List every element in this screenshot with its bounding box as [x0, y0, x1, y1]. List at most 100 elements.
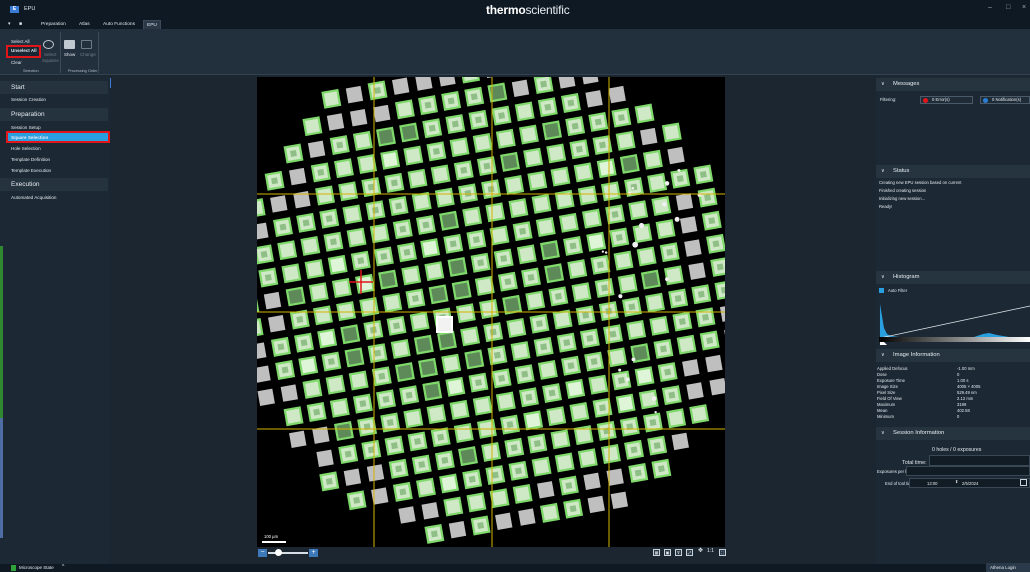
- grid-square: [655, 219, 676, 240]
- tab-atlas[interactable]: Atlas: [79, 22, 90, 27]
- grid-square: [348, 370, 369, 391]
- image-information-header[interactable]: ∨ Image Information: [876, 349, 1030, 362]
- grid-square: [663, 265, 684, 286]
- tab-epu[interactable]: EPU: [143, 20, 161, 29]
- nav-square-selection[interactable]: Square Selection: [11, 135, 49, 140]
- ribbon-divider: [98, 32, 99, 73]
- zoom-out-button[interactable]: −: [258, 549, 267, 557]
- home-icon[interactable]: ■: [19, 21, 23, 27]
- show-icon[interactable]: [64, 40, 75, 49]
- grid-square: [516, 244, 537, 265]
- nav-automated-acquisition[interactable]: Automated Acquisition: [11, 195, 57, 200]
- change-button[interactable]: Change: [80, 52, 96, 57]
- zoom-slider[interactable]: [268, 552, 308, 554]
- status-header[interactable]: ∨ Status: [876, 165, 1030, 178]
- square-ice-spot: [393, 322, 400, 330]
- errors-filter-toggle[interactable]: 0 Error(s): [920, 96, 973, 104]
- square-ice-spot: [634, 469, 642, 477]
- square-ice-spot: [405, 391, 413, 399]
- end-date-value[interactable]: 2/5/2024: [962, 481, 979, 486]
- grid-icon[interactable]: ▦: [653, 549, 660, 556]
- move-icon[interactable]: ✥: [697, 548, 704, 554]
- square-ice-spot: [382, 395, 390, 403]
- grid-square: [719, 304, 725, 322]
- show-button[interactable]: Show: [64, 52, 76, 57]
- grid-square: [679, 216, 698, 234]
- grid-square: [391, 77, 410, 95]
- histogram-header[interactable]: ∨ Histogram: [876, 271, 1030, 284]
- filter-icon[interactable]: ⊽: [675, 549, 682, 556]
- fit-icon[interactable]: ⤢: [686, 549, 693, 556]
- histogram-title: Histogram: [893, 274, 920, 280]
- square-ice-spot: [599, 404, 606, 412]
- square-ice-spot: [493, 351, 501, 359]
- chevron-up-icon[interactable]: ^: [62, 564, 65, 570]
- grid-square: [312, 305, 333, 326]
- filter-ice-label: Select: [44, 52, 57, 57]
- square-ice-spot: [575, 145, 583, 153]
- athena-login-button[interactable]: Athena Login: [986, 563, 1030, 572]
- nav-session-setup[interactable]: Session Setup: [11, 125, 41, 130]
- end-time-value[interactable]: 13:00: [927, 481, 938, 486]
- status-title: Status: [893, 168, 910, 174]
- grid-square: [546, 143, 567, 164]
- fullscreen-icon[interactable]: ⛶: [719, 549, 726, 556]
- tab-auto-functions[interactable]: Auto Functions: [103, 22, 135, 27]
- grid-square: [289, 167, 307, 186]
- calendar-icon[interactable]: [1020, 479, 1027, 486]
- grid-square: [424, 261, 445, 282]
- square-ice-spot: [374, 349, 382, 357]
- zoom-slider-handle[interactable]: [275, 549, 282, 556]
- debris-dot: [618, 368, 622, 372]
- square-ice-spot: [666, 248, 674, 256]
- total-time-label: Total time:: [902, 460, 927, 466]
- close-button[interactable]: ×: [1022, 4, 1027, 11]
- grid-square: [512, 483, 533, 504]
- clear-button[interactable]: Clear: [11, 60, 22, 65]
- grid-square: [331, 278, 352, 298]
- session-information-header[interactable]: ∨ Session Information: [876, 427, 1030, 440]
- nav-template-definition[interactable]: Template Definition: [11, 157, 51, 162]
- change-icon[interactable]: [81, 40, 92, 49]
- grid-square: [676, 334, 697, 355]
- left-edge-accent: [0, 246, 3, 418]
- zoom-in-button[interactable]: +: [309, 549, 318, 557]
- grid-square: [571, 282, 592, 303]
- maximize-button[interactable]: □: [1006, 4, 1011, 11]
- notifications-filter-toggle[interactable]: 0 Notification(s): [980, 96, 1030, 104]
- grid-square: [464, 349, 485, 370]
- grid-square: [394, 99, 415, 120]
- auto-filter-checkbox[interactable]: [879, 288, 884, 293]
- grid-square: [651, 196, 672, 216]
- atlas-image[interactable]: [257, 77, 725, 547]
- time-spinner-icon[interactable]: ⬍: [955, 479, 959, 484]
- square-ice-spot: [533, 440, 541, 447]
- nav-session-creation[interactable]: Session Creation: [11, 97, 46, 102]
- messages-header[interactable]: ∨ Messages: [876, 78, 1030, 91]
- nav-square-selection-active[interactable]: [6, 131, 110, 143]
- grid-square: [554, 452, 575, 473]
- grid-square: [684, 239, 702, 257]
- filter-ice-icon[interactable]: [43, 40, 54, 49]
- square-ice-spot: [615, 234, 623, 241]
- notification-icon: [983, 98, 988, 103]
- grid-square: [466, 492, 487, 513]
- grid-square: [336, 301, 357, 322]
- histogram-curve[interactable]: [879, 305, 1030, 339]
- square-ice-spot: [519, 227, 527, 235]
- app-menu-icon[interactable]: ▾: [8, 21, 11, 27]
- microscope-state-button[interactable]: Microscope State: [19, 565, 54, 570]
- atlas-grid-svg[interactable]: [257, 77, 725, 547]
- debris-dot: [632, 241, 639, 248]
- tab-preparation[interactable]: Preparation: [41, 22, 66, 27]
- select-all-button[interactable]: Select All: [11, 39, 30, 44]
- unselect-all-button[interactable]: Unselect All: [11, 48, 37, 53]
- square-ice-spot: [290, 150, 297, 157]
- one-to-one-icon[interactable]: 1:1: [707, 548, 714, 554]
- grid-square: [413, 334, 434, 355]
- select-icon[interactable]: ▣: [664, 549, 671, 556]
- nav-template-execution[interactable]: Template Execution: [11, 168, 52, 173]
- nav-hole-selection[interactable]: Hole Selection: [11, 146, 41, 151]
- minimize-button[interactable]: –: [988, 4, 992, 11]
- grid-square: [542, 120, 562, 141]
